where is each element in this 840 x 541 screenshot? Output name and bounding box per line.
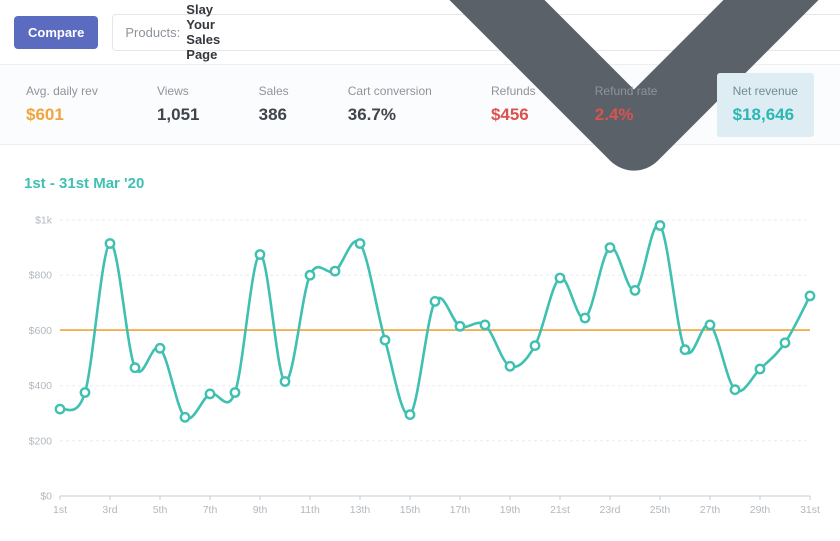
compare-button[interactable]: Compare [14,15,99,49]
stat-label: Cart conversion [347,84,432,98]
svg-text:3rd: 3rd [102,504,117,516]
svg-text:9th: 9th [253,504,268,516]
chart-container: $0 $200 $400 $600 $800 $1k 1st 3rd 5th 7th 9th 11th… [0,200,840,536]
svg-text:31st: 31st [800,504,820,516]
stat-value: $601 [26,105,64,124]
svg-text:29th: 29th [750,504,771,516]
stat-label: Net revenue [732,83,798,98]
products-selected-value: Slay Your Sales Page [186,2,221,62]
svg-text:5th: 5th [153,504,168,516]
products-dropdown[interactable]: Products: Slay Your Sales Page [112,0,840,171]
stat-label: Refund rate [594,84,658,98]
svg-text:$1k: $1k [35,215,53,227]
stat-value: 36.7% [347,105,396,124]
chart-section: 1st - 31st Mar '20 $0 $200 $400 $600 $800 $1k… [0,175,840,536]
svg-text:$400: $400 [29,380,53,392]
stat-value: 2.4% [594,105,634,124]
products-prefix-label: Products: [125,24,181,40]
svg-text:13th: 13th [350,504,371,516]
stat-label: Sales [258,84,289,98]
svg-text:21st: 21st [550,504,570,516]
stat-refund-rate[interactable]: Refund rate 2.4% [595,84,658,125]
revenue-chart-svg: $0 $200 $400 $600 $800 $1k 1st 3rd 5th 7th 9th 11th… [29,215,820,517]
chart-title: 1st - 31st Mar '20 [24,175,145,192]
stat-views[interactable]: Views 1,051 [157,84,200,125]
stat-value: 386 [258,105,287,124]
stat-label: Avg. daily rev [26,84,98,98]
stat-net-revenue[interactable]: Net revenue $18,646 [716,72,814,137]
stat-cart-conversion[interactable]: Cart conversion 36.7% [348,84,432,125]
svg-text:$600: $600 [29,325,53,337]
svg-text:17th: 17th [450,504,471,516]
svg-text:7th: 7th [203,504,218,516]
svg-text:11th: 11th [300,504,320,516]
svg-text:15th: 15th [400,504,421,516]
svg-text:19th: 19th [500,504,521,516]
stat-avg-daily-rev[interactable]: Avg. daily rev $601 [26,84,98,125]
stat-value: 1,051 [156,105,200,124]
stat-sales[interactable]: Sales 386 [259,84,289,125]
svg-text:25th: 25th [650,504,671,516]
stat-label: Refunds [490,84,536,98]
svg-text:$0: $0 [40,491,52,503]
toolbar: Compare Products: Slay Your Sales Page M… [0,0,840,171]
svg-text:27th: 27th [700,504,721,516]
stat-refunds[interactable]: Refunds $456 [491,84,536,125]
svg-text:$800: $800 [29,270,53,282]
svg-text:$200: $200 [29,435,53,447]
stat-value: $18,646 [732,104,795,124]
stat-value: $456 [490,105,529,124]
svg-text:23rd: 23rd [599,504,620,516]
stat-label: Views [156,84,189,98]
chevron-down-icon [226,0,840,200]
svg-text:1st: 1st [53,504,67,516]
